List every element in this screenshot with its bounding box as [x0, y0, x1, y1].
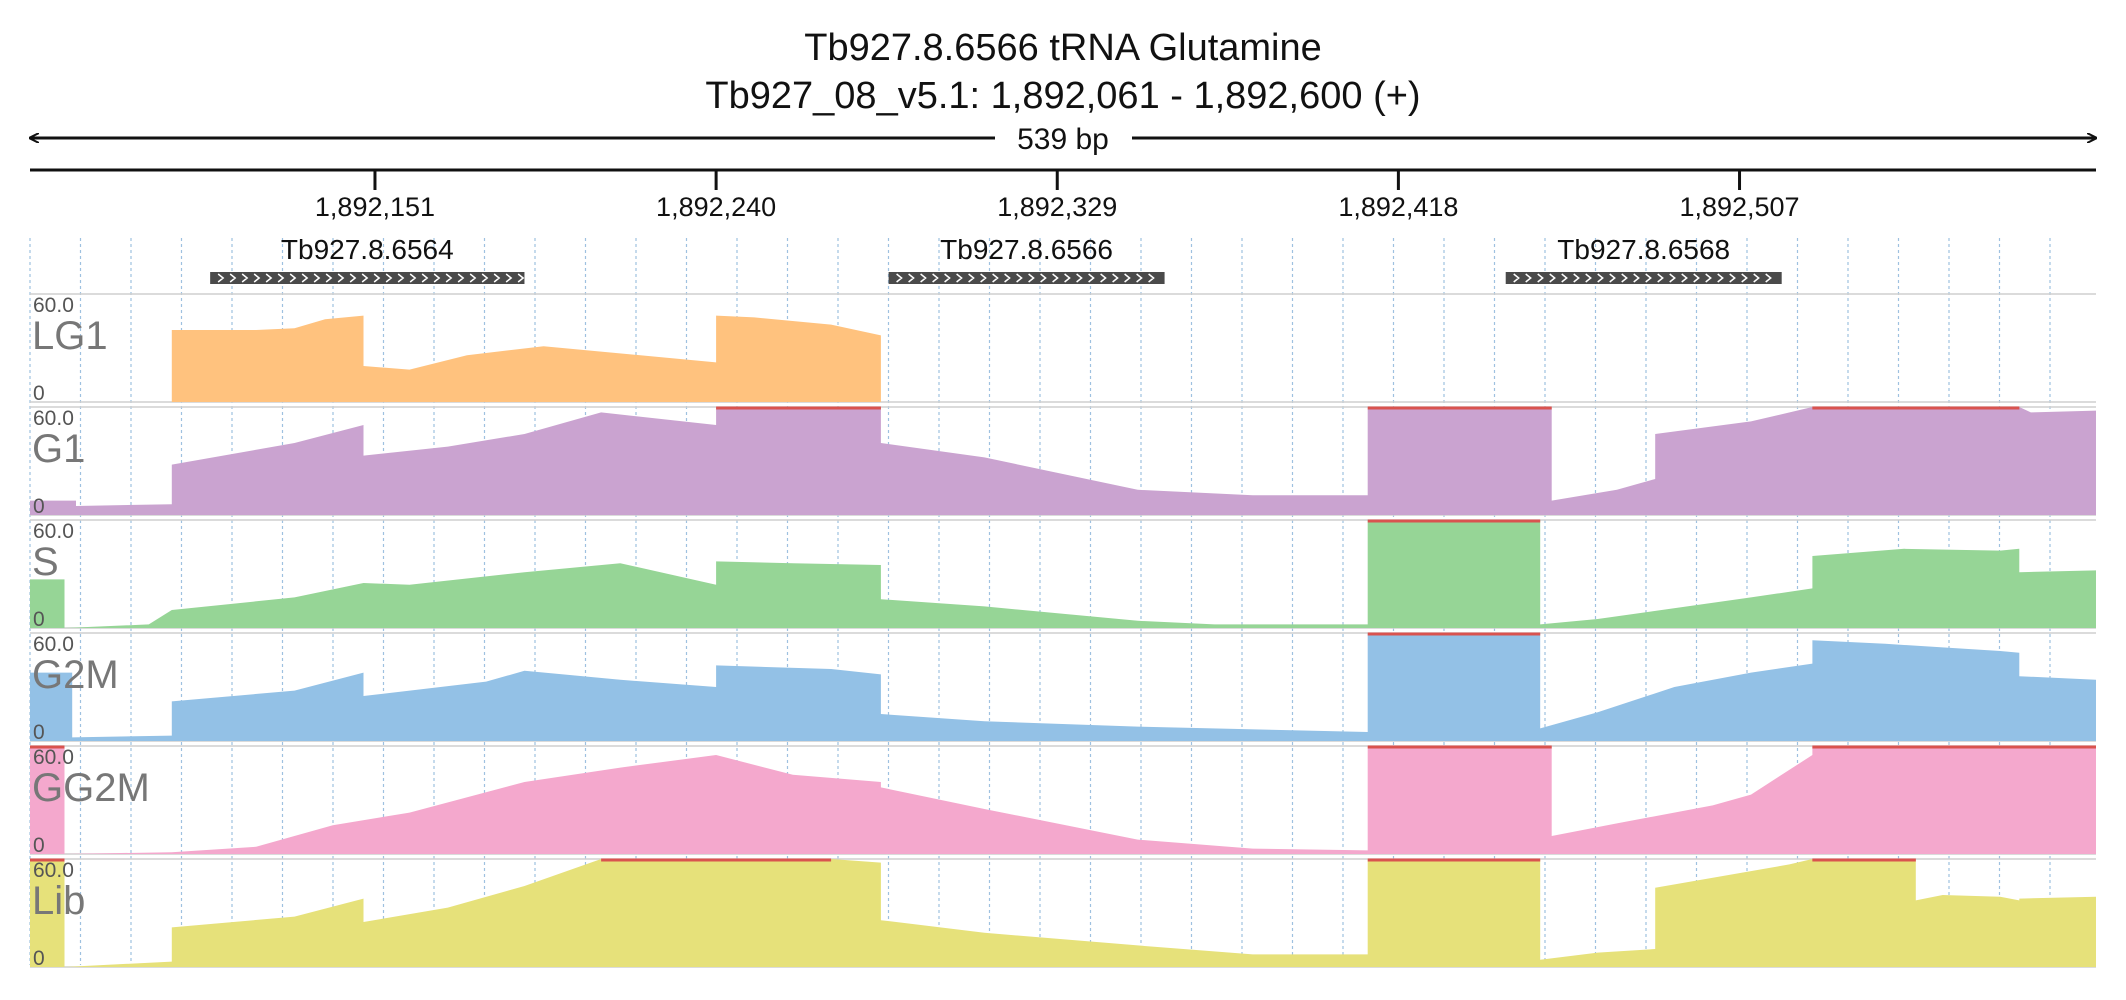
gene-feature [888, 272, 1165, 284]
coordinate-axis: 1,892,151 1,892,240 1,892,329 1,892,418 1,89… [315, 170, 1800, 222]
gene-feature [1505, 272, 1782, 284]
span-ruler: 539 bp [30, 123, 2096, 156]
coverage-area-lib [30, 859, 2096, 967]
coverage-area-g1 [30, 407, 2096, 515]
span-label: 539 bp [1017, 123, 1109, 156]
coverage-area-lg1 [30, 315, 2096, 402]
y-min-label: 0 [33, 495, 45, 518]
track-label: GG2M [32, 766, 150, 810]
gene-strand-arrows [1513, 273, 1772, 283]
figure-subtitle: Tb927_08_v5.1: 1,892,061 - 1,892,600 (+) [705, 75, 1420, 117]
figure-title: Tb927.8.6566 tRNA Glutamine [804, 27, 1322, 69]
y-min-label: 0 [33, 608, 45, 631]
coverage-area-gg2m [30, 746, 2096, 854]
y-min-label: 0 [33, 382, 45, 405]
axis-tick-label: 1,892,329 [997, 192, 1117, 222]
axis-tick-label: 1,892,507 [1679, 192, 1799, 222]
track-g2m: 60.0 0 G2M [30, 632, 2096, 744]
gene-label: Tb927.8.6566 [940, 234, 1113, 265]
gene-label: Tb927.8.6564 [281, 234, 454, 265]
y-max-label: 60.0 [33, 633, 74, 656]
track-gg2m: 60.0 0 GG2M [30, 745, 2096, 857]
track-label: S [32, 540, 59, 584]
y-max-label: 60.0 [33, 520, 74, 543]
axis-tick-label: 1,892,151 [315, 192, 435, 222]
coverage-tracks: 60.00LG160.00G160.00S60.00G2M60.00GG2M60… [30, 293, 2096, 970]
y-max-label: 60.0 [33, 746, 74, 769]
gene-label: Tb927.8.6568 [1557, 234, 1730, 265]
track-label: G2M [32, 653, 119, 697]
track-s: 60.0 0 S [30, 519, 2096, 631]
track-lg1: 60.0 0 LG1 [30, 293, 2096, 405]
y-min-label: 0 [33, 721, 45, 744]
axis-tick-label: 1,892,418 [1338, 192, 1458, 222]
gene-track: Tb927.8.6564 Tb927.8.6566 Tb927.8.6568 [210, 234, 1782, 284]
gene-strand-arrows [217, 273, 525, 283]
track-label: LG1 [32, 314, 108, 358]
track-label: Lib [32, 879, 85, 923]
coverage-area-g2m [30, 633, 2096, 741]
axis-tick-label: 1,892,240 [656, 192, 776, 222]
y-max-label: 60.0 [33, 294, 74, 317]
track-lib: 60.0 0 Lib [30, 858, 2096, 970]
gene-strand-arrows [896, 273, 1155, 283]
y-max-label: 60.0 [33, 407, 74, 430]
y-max-label: 60.0 [33, 859, 74, 882]
coverage-area-s [30, 520, 2096, 628]
track-g1: 60.0 0 G1 [30, 406, 2096, 518]
track-label: G1 [32, 427, 85, 471]
y-min-label: 0 [33, 947, 45, 970]
y-min-label: 0 [33, 834, 45, 857]
